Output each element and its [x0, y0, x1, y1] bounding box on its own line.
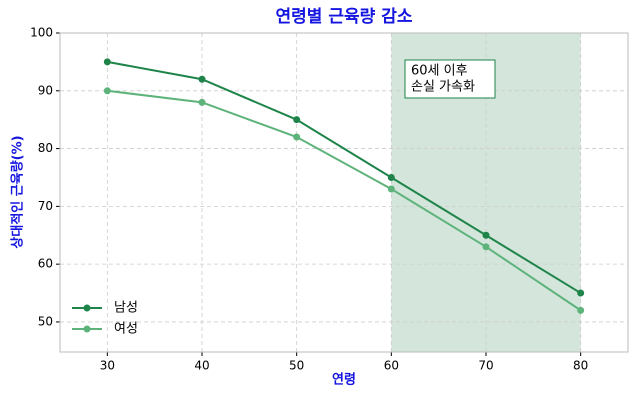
x-tick-label: 30 — [100, 359, 115, 373]
legend-marker — [83, 304, 91, 312]
plot-frame — [59, 32, 629, 353]
data-point — [198, 75, 206, 83]
y-tick-label: 100 — [30, 26, 53, 40]
chart-title: 연령별 근육량 감소 — [276, 6, 413, 27]
y-tick-label: 50 — [38, 314, 53, 328]
data-point — [482, 231, 490, 239]
annotation-text: 손실 가속화 — [411, 80, 475, 95]
data-point — [103, 87, 111, 95]
data-point — [387, 173, 395, 181]
annotation-text: 60세 이후 — [411, 64, 468, 79]
data-point — [293, 133, 301, 141]
legend-label: 여성 — [114, 322, 138, 337]
x-tick-label: 60 — [384, 359, 399, 373]
annotation-box — [404, 59, 496, 99]
y-tick-label: 60 — [38, 257, 53, 271]
y-axis-label: 상대적인 근육량(%) — [10, 135, 26, 248]
y-tick-label: 90 — [38, 83, 53, 97]
y-tick-label: 80 — [38, 141, 53, 155]
y-tick-label: 70 — [38, 199, 53, 213]
x-tick-label: 40 — [194, 359, 209, 373]
x-tick-label: 80 — [573, 359, 588, 373]
data-point — [482, 243, 490, 251]
data-point — [103, 58, 111, 66]
series-line — [107, 89, 582, 312]
legend-label: 남성 — [114, 301, 138, 316]
data-point — [577, 306, 585, 314]
data-point — [387, 185, 395, 193]
data-point — [577, 289, 585, 297]
legend-marker — [83, 325, 91, 333]
x-tick-label: 70 — [478, 359, 493, 373]
x-axis-label: 연령 — [332, 373, 356, 388]
data-point — [198, 98, 206, 106]
data-point — [293, 116, 301, 124]
series-line — [107, 60, 582, 294]
x-tick-label: 50 — [289, 359, 304, 373]
